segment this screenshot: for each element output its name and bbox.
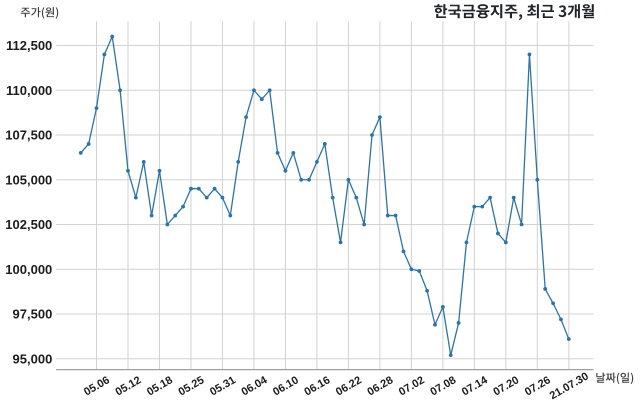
grid-lines: [56, 21, 594, 370]
y-tick-label: 107,500: [5, 128, 52, 143]
y-tick-label: 102,500: [5, 217, 52, 232]
data-point-marker: [488, 195, 492, 200]
data-point-marker: [338, 240, 343, 245]
data-point-marker: [362, 222, 367, 227]
x-tick-label: 07.14: [460, 374, 491, 399]
x-tick-label: 06.22: [334, 374, 364, 398]
data-point-marker: [448, 353, 453, 358]
y-tick-label: 110,000: [6, 83, 52, 98]
x-tick-label: 05.12: [113, 374, 143, 398]
data-point-marker: [417, 269, 422, 273]
data-point-marker: [283, 168, 288, 173]
data-point-marker: [425, 288, 430, 293]
x-tick-label: 05.25: [176, 374, 206, 398]
data-point-marker: [551, 301, 555, 306]
data-point-marker: [315, 159, 319, 164]
x-tick-label: 06.04: [239, 374, 270, 399]
data-point-marker: [189, 186, 193, 191]
data-point-marker: [126, 168, 130, 173]
x-tick-label: 05.06: [82, 374, 112, 398]
data-point-marker: [503, 240, 508, 245]
chart-title: [434, 4, 595, 21]
data-point-marker: [377, 115, 382, 119]
data-point-marker: [149, 213, 154, 218]
data-point-marker: [133, 195, 138, 200]
data-point-marker: [543, 287, 548, 291]
data-point-marker: [393, 213, 398, 218]
x-tick-label: 06.16: [302, 374, 332, 398]
data-point-marker: [86, 142, 91, 146]
data-point-marker: [330, 195, 335, 200]
data-point-marker: [94, 106, 99, 111]
data-point-marker: [322, 142, 327, 146]
y-tick-label: 97,500: [13, 307, 53, 322]
data-point-marker: [401, 249, 406, 254]
x-tick-label: 07.02: [397, 374, 427, 398]
data-point-marker: [433, 322, 437, 327]
x-axis-tick-labels: 05.06 05.12 05.18 05.25 05.31 06.04 06.10 06.16…: [82, 370, 591, 402]
data-point-marker: [440, 304, 445, 309]
data-point-marker: [228, 213, 233, 218]
x-tick-label: 07.26: [523, 374, 553, 398]
data-point-marker: [299, 177, 304, 182]
data-point-marker: [511, 195, 516, 200]
price-line-series: [78, 34, 571, 358]
data-point-marker: [173, 213, 178, 218]
data-point-marker: [370, 133, 374, 137]
x-tick-label: 06.28: [365, 374, 395, 398]
data-point-marker: [157, 168, 162, 173]
y-tick-label: 105,000: [5, 172, 52, 187]
data-point-marker: [118, 88, 123, 93]
y-axis-label: [20, 7, 59, 19]
x-tick-label: 05.31: [208, 374, 238, 398]
data-point-marker: [291, 151, 296, 155]
data-point-marker: [559, 317, 563, 322]
x-axis-label: [596, 372, 634, 385]
data-point-marker: [385, 213, 390, 218]
data-point-marker: [472, 204, 477, 209]
data-point-marker: [78, 151, 83, 155]
data-point-marker: [110, 34, 115, 39]
data-point-marker: [346, 177, 351, 182]
y-tick-label: 100,000: [5, 262, 52, 277]
data-point-marker: [409, 267, 414, 272]
data-point-marker: [102, 52, 107, 57]
data-point-marker: [244, 115, 248, 119]
x-tick-label: 21.07.30: [548, 370, 591, 402]
data-point-marker: [307, 177, 311, 182]
data-point-marker: [204, 195, 209, 200]
data-point-marker: [535, 177, 540, 182]
y-axis-tick-labels: 95,000 97,500 100,000 102,500 105,000 107,500…: [5, 38, 52, 366]
data-point-marker: [496, 231, 500, 236]
y-tick-label: 95,000: [13, 351, 53, 366]
data-point-marker: [519, 222, 524, 227]
data-point-marker: [165, 222, 170, 227]
data-point-marker: [220, 195, 225, 200]
data-point-marker: [566, 337, 571, 341]
data-point-marker: [275, 151, 280, 155]
x-tick-label: 07.20: [491, 374, 521, 398]
x-tick-label: 05.18: [145, 374, 175, 398]
x-tick-label: 07.08: [428, 374, 458, 398]
x-tick-label: 06.10: [271, 374, 301, 398]
data-point-marker: [141, 159, 146, 164]
data-point-marker: [480, 204, 485, 209]
data-point-marker: [181, 204, 185, 209]
data-point-marker: [252, 88, 256, 93]
data-point-marker: [354, 195, 359, 200]
data-point-marker: [527, 52, 532, 57]
data-point-marker: [267, 88, 272, 93]
data-point-marker: [196, 186, 201, 191]
y-tick-label: 112,500: [6, 38, 52, 53]
data-point-marker: [236, 159, 241, 164]
data-point-marker: [464, 240, 469, 245]
price-line: [80, 35, 570, 356]
data-point-marker: [212, 186, 217, 191]
data-point-marker: [259, 97, 264, 102]
data-point-marker: [456, 321, 461, 325]
